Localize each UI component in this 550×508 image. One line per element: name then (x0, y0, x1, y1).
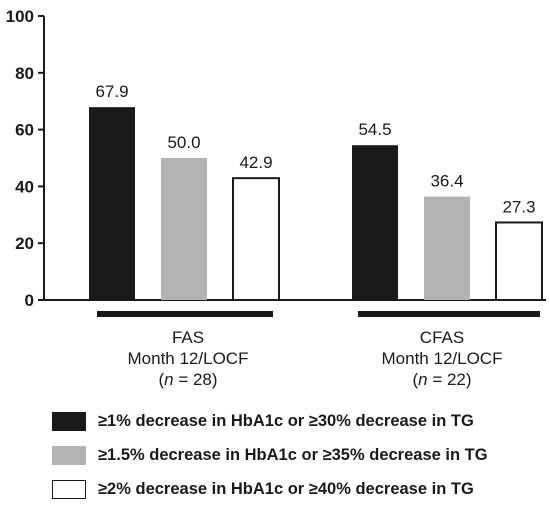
group-underline-cfas (358, 311, 540, 317)
legend-item-series-1: ≥1% decrease in HbA1c or ≥30% decrease i… (52, 404, 488, 438)
y-tick-label: 60 (15, 121, 34, 140)
data-label: 36.4 (430, 172, 463, 191)
y-tick-label: 80 (15, 64, 34, 83)
legend-label-series-2: ≥1.5% decrease in HbA1c or ≥35% decrease… (98, 445, 488, 464)
group-label-fas-line2: Month 12/LOCF (127, 349, 249, 368)
bar-series-2-group-1 (161, 158, 207, 300)
legend: ≥1% decrease in HbA1c or ≥30% decrease i… (52, 404, 488, 506)
group-label-fas: FAS Month 12/LOCF (n = 28) (83, 327, 293, 390)
group-underline-fas (97, 311, 273, 317)
y-tick-label: 20 (15, 234, 34, 253)
data-label: 42.9 (239, 153, 272, 172)
bar-series-3-group-2 (495, 221, 543, 301)
y-tick-label: 40 (15, 177, 34, 196)
legend-swatch-black (52, 411, 86, 431)
bar-series-2-group-2 (424, 196, 470, 300)
data-label: 67.9 (95, 82, 128, 101)
data-label: 54.5 (358, 120, 391, 139)
group-label-cfas: CFAS Month 12/LOCF (n = 22) (337, 327, 547, 390)
group-label-fas-line1: FAS (171, 328, 205, 347)
group-label-cfas-line1: CFAS (419, 328, 465, 347)
data-label: 27.3 (502, 197, 535, 216)
bar-series-1-group-1 (89, 107, 135, 300)
y-tick-label: 0 (25, 291, 34, 310)
group-label-cfas-n: (n = 22) (412, 370, 472, 389)
legend-item-series-3: ≥2% decrease in HbA1c or ≥40% decrease i… (52, 472, 488, 506)
y-tick-label: 100 (6, 7, 34, 26)
legend-label-series-3: ≥2% decrease in HbA1c or ≥40% decrease i… (98, 479, 474, 498)
legend-label-series-1: ≥1% decrease in HbA1c or ≥30% decrease i… (98, 411, 474, 430)
bar-series-1-group-2 (352, 145, 398, 300)
legend-item-series-2: ≥1.5% decrease in HbA1c or ≥35% decrease… (52, 438, 488, 472)
group-label-fas-n: (n = 28) (158, 370, 218, 389)
group-label-cfas-line2: Month 12/LOCF (381, 349, 503, 368)
data-label: 50.0 (167, 133, 200, 152)
legend-swatch-white (52, 479, 86, 499)
bar-series-3-group-1 (232, 177, 280, 301)
bar-chart: 0 20 40 60 80 100 67.9 54.5 50.0 36.4 42.9 27.3 (6, 7, 546, 317)
legend-swatch-gray (52, 445, 86, 465)
